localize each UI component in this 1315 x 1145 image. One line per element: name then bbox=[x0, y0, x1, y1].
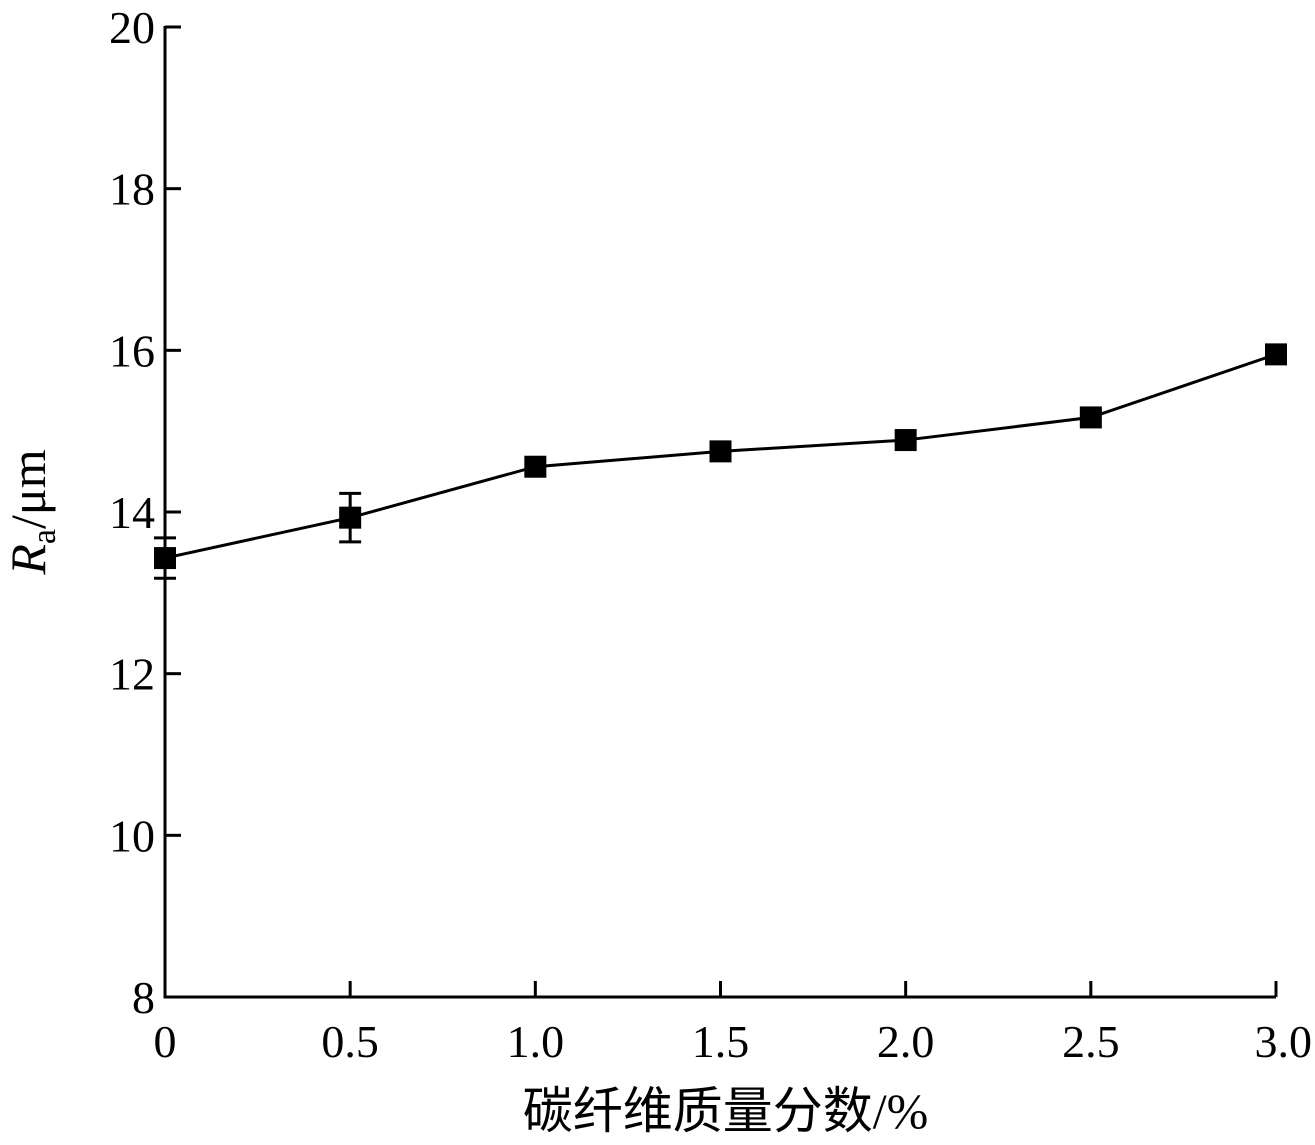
x-tick-label: 1.0 bbox=[507, 1016, 565, 1067]
y-tick-label: 10 bbox=[109, 810, 155, 861]
x-tick-label: 0 bbox=[154, 1016, 177, 1067]
y-tick-label: 20 bbox=[109, 2, 155, 53]
y-axis-unit: /μm bbox=[0, 449, 56, 529]
y-tick-label: 14 bbox=[109, 487, 155, 538]
data-point bbox=[339, 506, 362, 529]
y-axis-symbol: R bbox=[0, 544, 56, 576]
data-point bbox=[709, 440, 732, 463]
x-axis-title: 碳纤维质量分数/% bbox=[523, 1083, 929, 1139]
data-point bbox=[894, 429, 917, 452]
y-axis-title: Ra/μm bbox=[0, 449, 63, 575]
series bbox=[154, 343, 1287, 580]
y-tick-label: 8 bbox=[132, 972, 155, 1023]
axes bbox=[163, 26, 1276, 999]
data-point bbox=[1079, 406, 1102, 429]
y-tick-label: 16 bbox=[109, 325, 155, 376]
y-tick-label: 12 bbox=[109, 649, 155, 700]
data-point bbox=[1265, 343, 1287, 366]
y-tick-label: 18 bbox=[109, 164, 155, 215]
x-tick-label: 2.0 bbox=[877, 1016, 935, 1067]
x-tick-label: 3.0 bbox=[1255, 1016, 1313, 1067]
x-tick-label: 0.5 bbox=[321, 1016, 379, 1067]
y-axis-subscript: a bbox=[26, 529, 63, 544]
data-point bbox=[524, 455, 547, 478]
x-tick-label: 1.5 bbox=[692, 1016, 750, 1067]
x-tick-label: 2.5 bbox=[1062, 1016, 1120, 1067]
ticks: 8 10 12 14 16 18 20 0 0.5 1.0 1.5 2.0 2.5 3.0 bbox=[109, 2, 1312, 1067]
data-point bbox=[154, 547, 176, 570]
